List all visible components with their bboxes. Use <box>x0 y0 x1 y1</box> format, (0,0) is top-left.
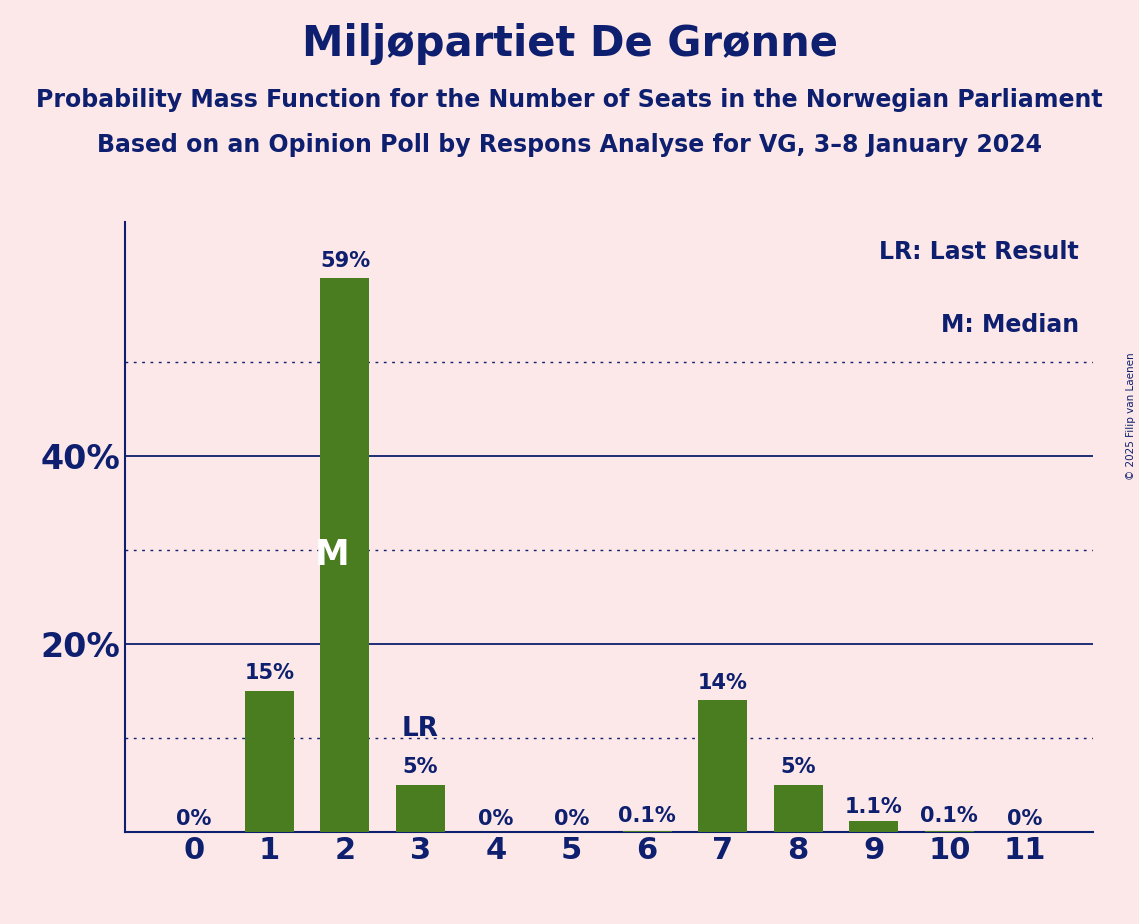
Text: 1.1%: 1.1% <box>845 796 903 817</box>
Text: 5%: 5% <box>403 757 439 777</box>
Text: 0.1%: 0.1% <box>920 806 978 826</box>
Text: 0.1%: 0.1% <box>618 806 677 826</box>
Bar <box>245 691 294 832</box>
Bar <box>850 821 899 832</box>
Text: 0%: 0% <box>177 808 212 829</box>
Text: © 2025 Filip van Laenen: © 2025 Filip van Laenen <box>1126 352 1136 480</box>
Text: LR: LR <box>402 716 439 743</box>
Text: LR: Last Result: LR: Last Result <box>879 240 1079 264</box>
Bar <box>623 831 672 832</box>
Text: Probability Mass Function for the Number of Seats in the Norwegian Parliament: Probability Mass Function for the Number… <box>36 88 1103 112</box>
Bar <box>320 278 369 832</box>
Text: Miljøpartiet De Grønne: Miljøpartiet De Grønne <box>302 23 837 65</box>
Text: 59%: 59% <box>320 250 370 271</box>
Text: 0%: 0% <box>478 808 514 829</box>
Bar <box>698 700 747 832</box>
Bar <box>773 784 822 832</box>
Text: M: Median: M: Median <box>941 313 1079 337</box>
Text: 5%: 5% <box>780 757 816 777</box>
Text: 0%: 0% <box>1007 808 1042 829</box>
Text: M: M <box>314 538 350 572</box>
Bar <box>396 784 445 832</box>
Text: 0%: 0% <box>554 808 589 829</box>
Text: 15%: 15% <box>245 663 294 684</box>
Bar <box>925 831 974 832</box>
Text: Based on an Opinion Poll by Respons Analyse for VG, 3–8 January 2024: Based on an Opinion Poll by Respons Anal… <box>97 133 1042 157</box>
Text: 14%: 14% <box>698 673 747 693</box>
